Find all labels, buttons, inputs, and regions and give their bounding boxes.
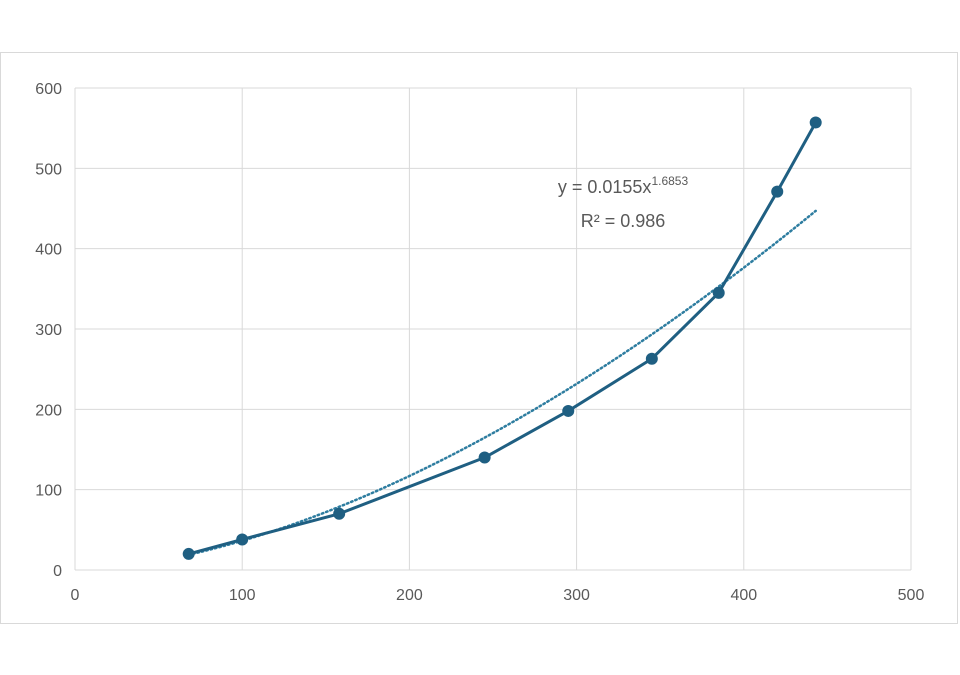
y-tick-label: 100 [35,483,62,500]
data-point [333,507,346,520]
data-point [236,533,249,546]
y-tick-label: 300 [35,322,62,339]
y-tick-label: 500 [35,161,62,178]
grid [74,87,912,571]
equation-exponent: 1.6853 [651,174,688,188]
y-tick-label: 400 [35,242,62,259]
x-tick-label: 400 [730,587,757,604]
chart-frame: 0 100 200 300 400 500 0 100 200 300 400 500 600 y =… [0,52,958,624]
y-tick-label: 0 [53,563,62,580]
chart-svg: 0 100 200 300 400 500 0 100 200 300 400 500 600 y =… [35,81,925,604]
x-tick-labels: 0 100 200 300 400 500 [71,587,925,604]
r-squared-label: R² = 0.986 [581,211,666,231]
data-point [645,352,658,365]
y-tick-labels: 0 100 200 300 400 500 600 [35,81,62,580]
data-points [182,116,822,560]
y-tick-label: 200 [35,402,62,419]
x-tick-label: 500 [898,587,925,604]
x-tick-label: 100 [229,587,256,604]
trendline-equation: y = 0.0155x1.6853 [558,174,689,197]
x-tick-label: 300 [563,587,590,604]
x-tick-label: 0 [71,587,80,604]
equation-text: y = 0.0155x [558,177,652,197]
y-tick-label: 600 [35,81,62,98]
x-tick-label: 200 [396,587,423,604]
trendline [187,209,817,556]
data-point [478,451,491,464]
data-point [562,404,575,417]
data-point [771,185,784,198]
data-point [712,286,725,299]
data-point [182,547,195,560]
data-point [809,116,822,129]
